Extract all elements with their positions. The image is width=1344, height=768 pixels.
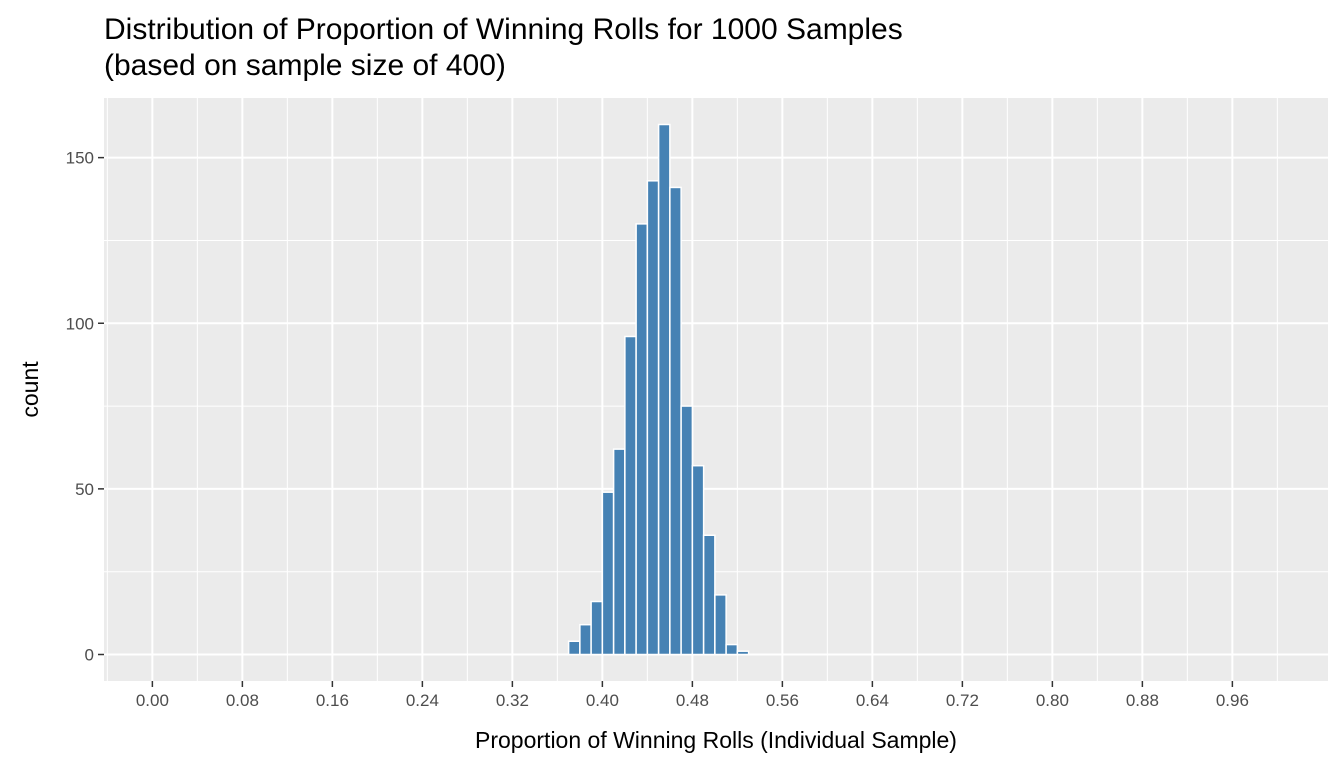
chart-title-line: Distribution of Proportion of Winning Ro… (104, 13, 903, 46)
plot-panel (104, 98, 1328, 681)
y-tick-label: 100 (66, 314, 94, 333)
histogram-bar (680, 405, 694, 656)
x-tick-label: 0.96 (1216, 691, 1249, 710)
x-axis: 0.00 0.08 0.16 0.24 0.32 0.40 0.48 0.56 0.64 0.72… (136, 681, 1249, 710)
x-tick-label: 0.00 (136, 691, 169, 710)
histogram-bar (736, 650, 750, 656)
x-tick-label: 0.56 (766, 691, 799, 710)
histogram-bar (635, 223, 649, 656)
x-tick-label: 0.48 (676, 691, 709, 710)
y-tick-label: 50 (75, 480, 94, 499)
x-axis-title: Proportion of Winning Rolls (Individual … (475, 727, 957, 753)
minor-gridlines (104, 98, 1328, 681)
histogram-bar (725, 643, 739, 656)
x-tick-label: 0.08 (226, 691, 259, 710)
chart-title: Distribution of Proportion of Winning Ro… (104, 12, 1304, 84)
y-tick-label: 150 (66, 149, 94, 168)
chart-subtitle-line: (based on sample size of 400) (104, 49, 506, 82)
histogram-bar (714, 594, 727, 656)
x-tick-label: 0.80 (1036, 691, 1069, 710)
histogram-bars (567, 123, 750, 656)
x-tick-label: 0.88 (1126, 691, 1159, 710)
histogram-bar (567, 640, 581, 656)
histogram-bar (579, 623, 592, 656)
x-tick-label: 0.64 (856, 691, 889, 710)
major-gridlines (104, 98, 1328, 681)
y-tick-label: 0 (85, 646, 94, 665)
histogram-bar (646, 180, 660, 656)
histogram-bar (691, 464, 705, 656)
y-axis-title: count (17, 361, 43, 418)
histogram-bar (657, 123, 671, 656)
x-tick-label: 0.72 (946, 691, 979, 710)
histogram-bar (601, 491, 615, 656)
histogram-bar (702, 534, 716, 656)
histogram-bar (669, 186, 682, 656)
y-axis: 0 50 100 150 (66, 149, 104, 665)
x-tick-label: 0.24 (406, 691, 439, 710)
histogram-bar (612, 448, 626, 656)
histogram-bar (624, 335, 637, 656)
histogram-bar (590, 600, 604, 656)
x-tick-label: 0.32 (496, 691, 529, 710)
x-tick-label: 0.40 (586, 691, 619, 710)
x-tick-label: 0.16 (316, 691, 349, 710)
